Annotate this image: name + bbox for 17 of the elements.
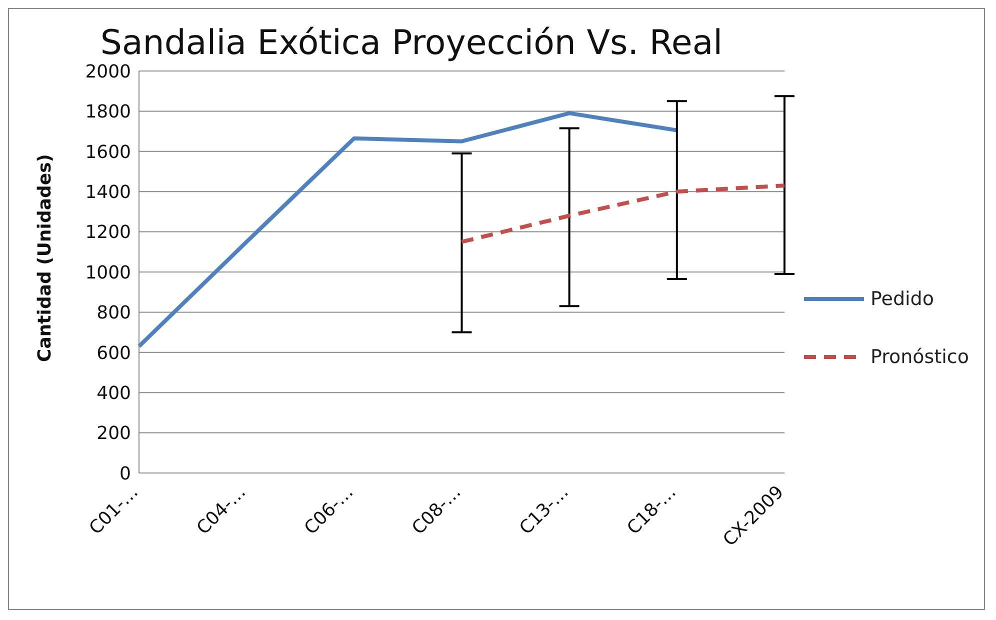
y-tick-label: 200 — [96, 423, 131, 444]
y-tick-label: 1800 — [85, 102, 131, 123]
y-tick-label: 0 — [120, 463, 131, 484]
legend-label: Pedido — [870, 288, 934, 310]
y-tick-label: 800 — [96, 302, 131, 324]
chart-title: Sandalia Exótica Proyección Vs. Real — [99, 23, 724, 63]
y-tick-label: 1600 — [85, 142, 131, 163]
y-tick-label: 400 — [96, 382, 131, 404]
y-tick-label: 2000 — [85, 61, 131, 82]
line-series — [460, 184, 786, 244]
y-tick-label: 1400 — [85, 182, 131, 203]
y-axis-title: Cantidad (Unidades) — [34, 154, 56, 362]
y-tick-label: 600 — [96, 342, 131, 364]
line-series — [137, 111, 679, 348]
y-tick-label: 1200 — [85, 222, 131, 244]
y-tick-label: 1000 — [85, 262, 131, 284]
legend-label: Pronóstico — [870, 346, 969, 368]
